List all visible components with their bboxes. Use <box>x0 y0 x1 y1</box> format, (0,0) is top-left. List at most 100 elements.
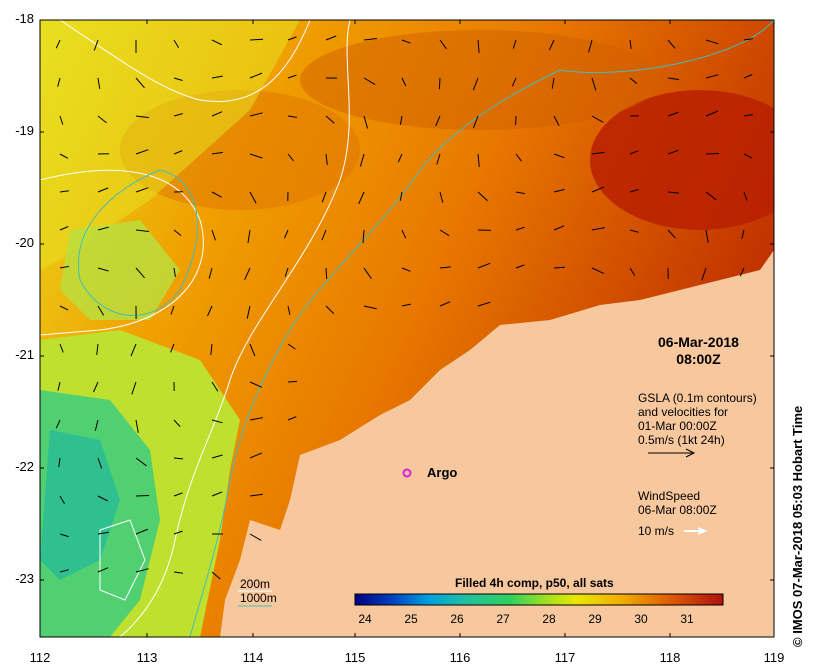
velocity-arrow <box>135 495 150 497</box>
velocity-arrow <box>515 153 522 162</box>
velocity-arrow <box>246 305 251 319</box>
velocity-arrow <box>287 153 294 162</box>
velocity-arrow <box>59 153 69 159</box>
velocity-arrow <box>321 229 327 241</box>
velocity-arrow <box>249 153 263 159</box>
velocity-arrow <box>93 39 99 51</box>
gsla-legend: GSLA (0.1m contours) and velocities for … <box>638 391 757 447</box>
velocity-arrow <box>705 110 719 117</box>
velocity-arrow <box>249 452 263 459</box>
velocity-arrow <box>207 305 213 317</box>
velocity-arrow <box>287 36 297 41</box>
velocity-arrow <box>741 229 745 239</box>
colorbar <box>354 593 724 606</box>
velocity-arrow <box>705 39 719 45</box>
velocity-arrow <box>211 491 223 497</box>
velocity-arrow <box>435 115 441 127</box>
velocity-arrow <box>401 77 407 87</box>
velocity-arrow <box>629 77 638 85</box>
velocity-arrow <box>515 191 525 195</box>
velocity-arrow <box>57 77 61 87</box>
velocity-arrow <box>59 265 69 269</box>
velocity-arrow <box>629 150 639 155</box>
velocity-arrow <box>93 381 99 393</box>
x-tick: 114 <box>242 650 264 665</box>
credit-text: © IMOS 07-Mar-2018 05:03 Hobart Time <box>790 405 805 647</box>
velocity-arrow <box>59 115 64 125</box>
velocity-arrow <box>55 419 61 429</box>
velocity-arrow <box>515 264 525 269</box>
velocity-arrow <box>363 115 369 129</box>
velocity-arrow <box>284 229 289 239</box>
velocity-arrow <box>97 115 107 124</box>
velocity-arrow <box>173 39 180 49</box>
velocity-arrow <box>131 381 137 395</box>
velocity-arrow <box>211 381 219 392</box>
velocity-arrow <box>358 191 365 205</box>
colorbar-tick: 30 <box>634 612 648 626</box>
velocity-arrow <box>591 267 605 274</box>
velocity-arrow <box>249 533 262 541</box>
velocity-arrow <box>325 115 335 124</box>
velocity-arrow <box>130 343 137 357</box>
velocity-arrow <box>211 571 221 580</box>
velocity-arrow <box>401 39 411 44</box>
velocity-arrow <box>211 151 223 155</box>
velocity-arrow <box>287 115 297 118</box>
velocity-arrow <box>439 39 447 50</box>
velocity-arrow <box>477 191 488 202</box>
y-tick: -18 <box>15 11 34 26</box>
velocity-arrow <box>59 305 69 311</box>
velocity-arrow <box>553 266 566 269</box>
x-tick: 118 <box>659 650 681 665</box>
velocity-arrow <box>667 191 679 194</box>
x-tick: 112 <box>29 650 51 665</box>
isobath-1000-label: 1000m <box>240 591 277 605</box>
velocity-arrow <box>135 77 145 89</box>
isobath-200-label: 200m <box>240 577 271 591</box>
velocity-arrow <box>247 229 251 243</box>
velocity-arrow <box>512 39 517 49</box>
velocity-arrow <box>208 267 213 279</box>
velocity-arrow <box>591 151 605 155</box>
velocity-arrow <box>321 191 327 203</box>
velocity-arrow <box>97 267 109 272</box>
velocity-arrow <box>97 531 109 535</box>
velocity-arrow <box>97 305 105 316</box>
velocity-arrow <box>173 571 183 574</box>
velocity-arrow <box>170 343 175 353</box>
velocity-arrow <box>173 492 183 497</box>
velocity-arrow <box>477 301 491 307</box>
velocity-arrow <box>249 381 263 388</box>
velocity-arrow <box>97 226 109 231</box>
velocity-arrow <box>362 229 365 244</box>
colorbar-tick: 27 <box>496 612 510 626</box>
velocity-arrows <box>55 35 753 580</box>
velocity-arrow <box>135 568 149 573</box>
velocity-arrow <box>667 229 676 239</box>
velocity-arrow <box>743 191 748 201</box>
velocity-arrow <box>548 39 555 51</box>
velocity-arrow <box>287 416 297 421</box>
velocity-arrow <box>325 153 328 165</box>
velocity-arrow <box>701 267 707 281</box>
velocity-arrow <box>551 77 555 89</box>
velocity-arrow <box>477 262 491 269</box>
colorbar-title: Filled 4h comp, p50, all sats <box>455 576 614 590</box>
velocity-arrow <box>135 115 149 119</box>
colorbar-tick: 31 <box>680 612 694 626</box>
sst-field <box>40 20 774 637</box>
velocity-arrow <box>667 39 676 49</box>
velocity-arrow <box>553 225 565 231</box>
velocity-arrow <box>135 229 149 232</box>
velocity-arrow <box>135 528 149 535</box>
velocity-arrow <box>59 343 64 353</box>
x-tick: 116 <box>449 650 471 665</box>
velocity-arrow <box>515 226 525 231</box>
y-tick: -21 <box>15 347 34 362</box>
velocity-arrow <box>363 77 376 86</box>
velocity-arrow <box>287 74 297 79</box>
velocity-arrow <box>173 530 183 535</box>
velocity-arrow <box>511 77 517 87</box>
